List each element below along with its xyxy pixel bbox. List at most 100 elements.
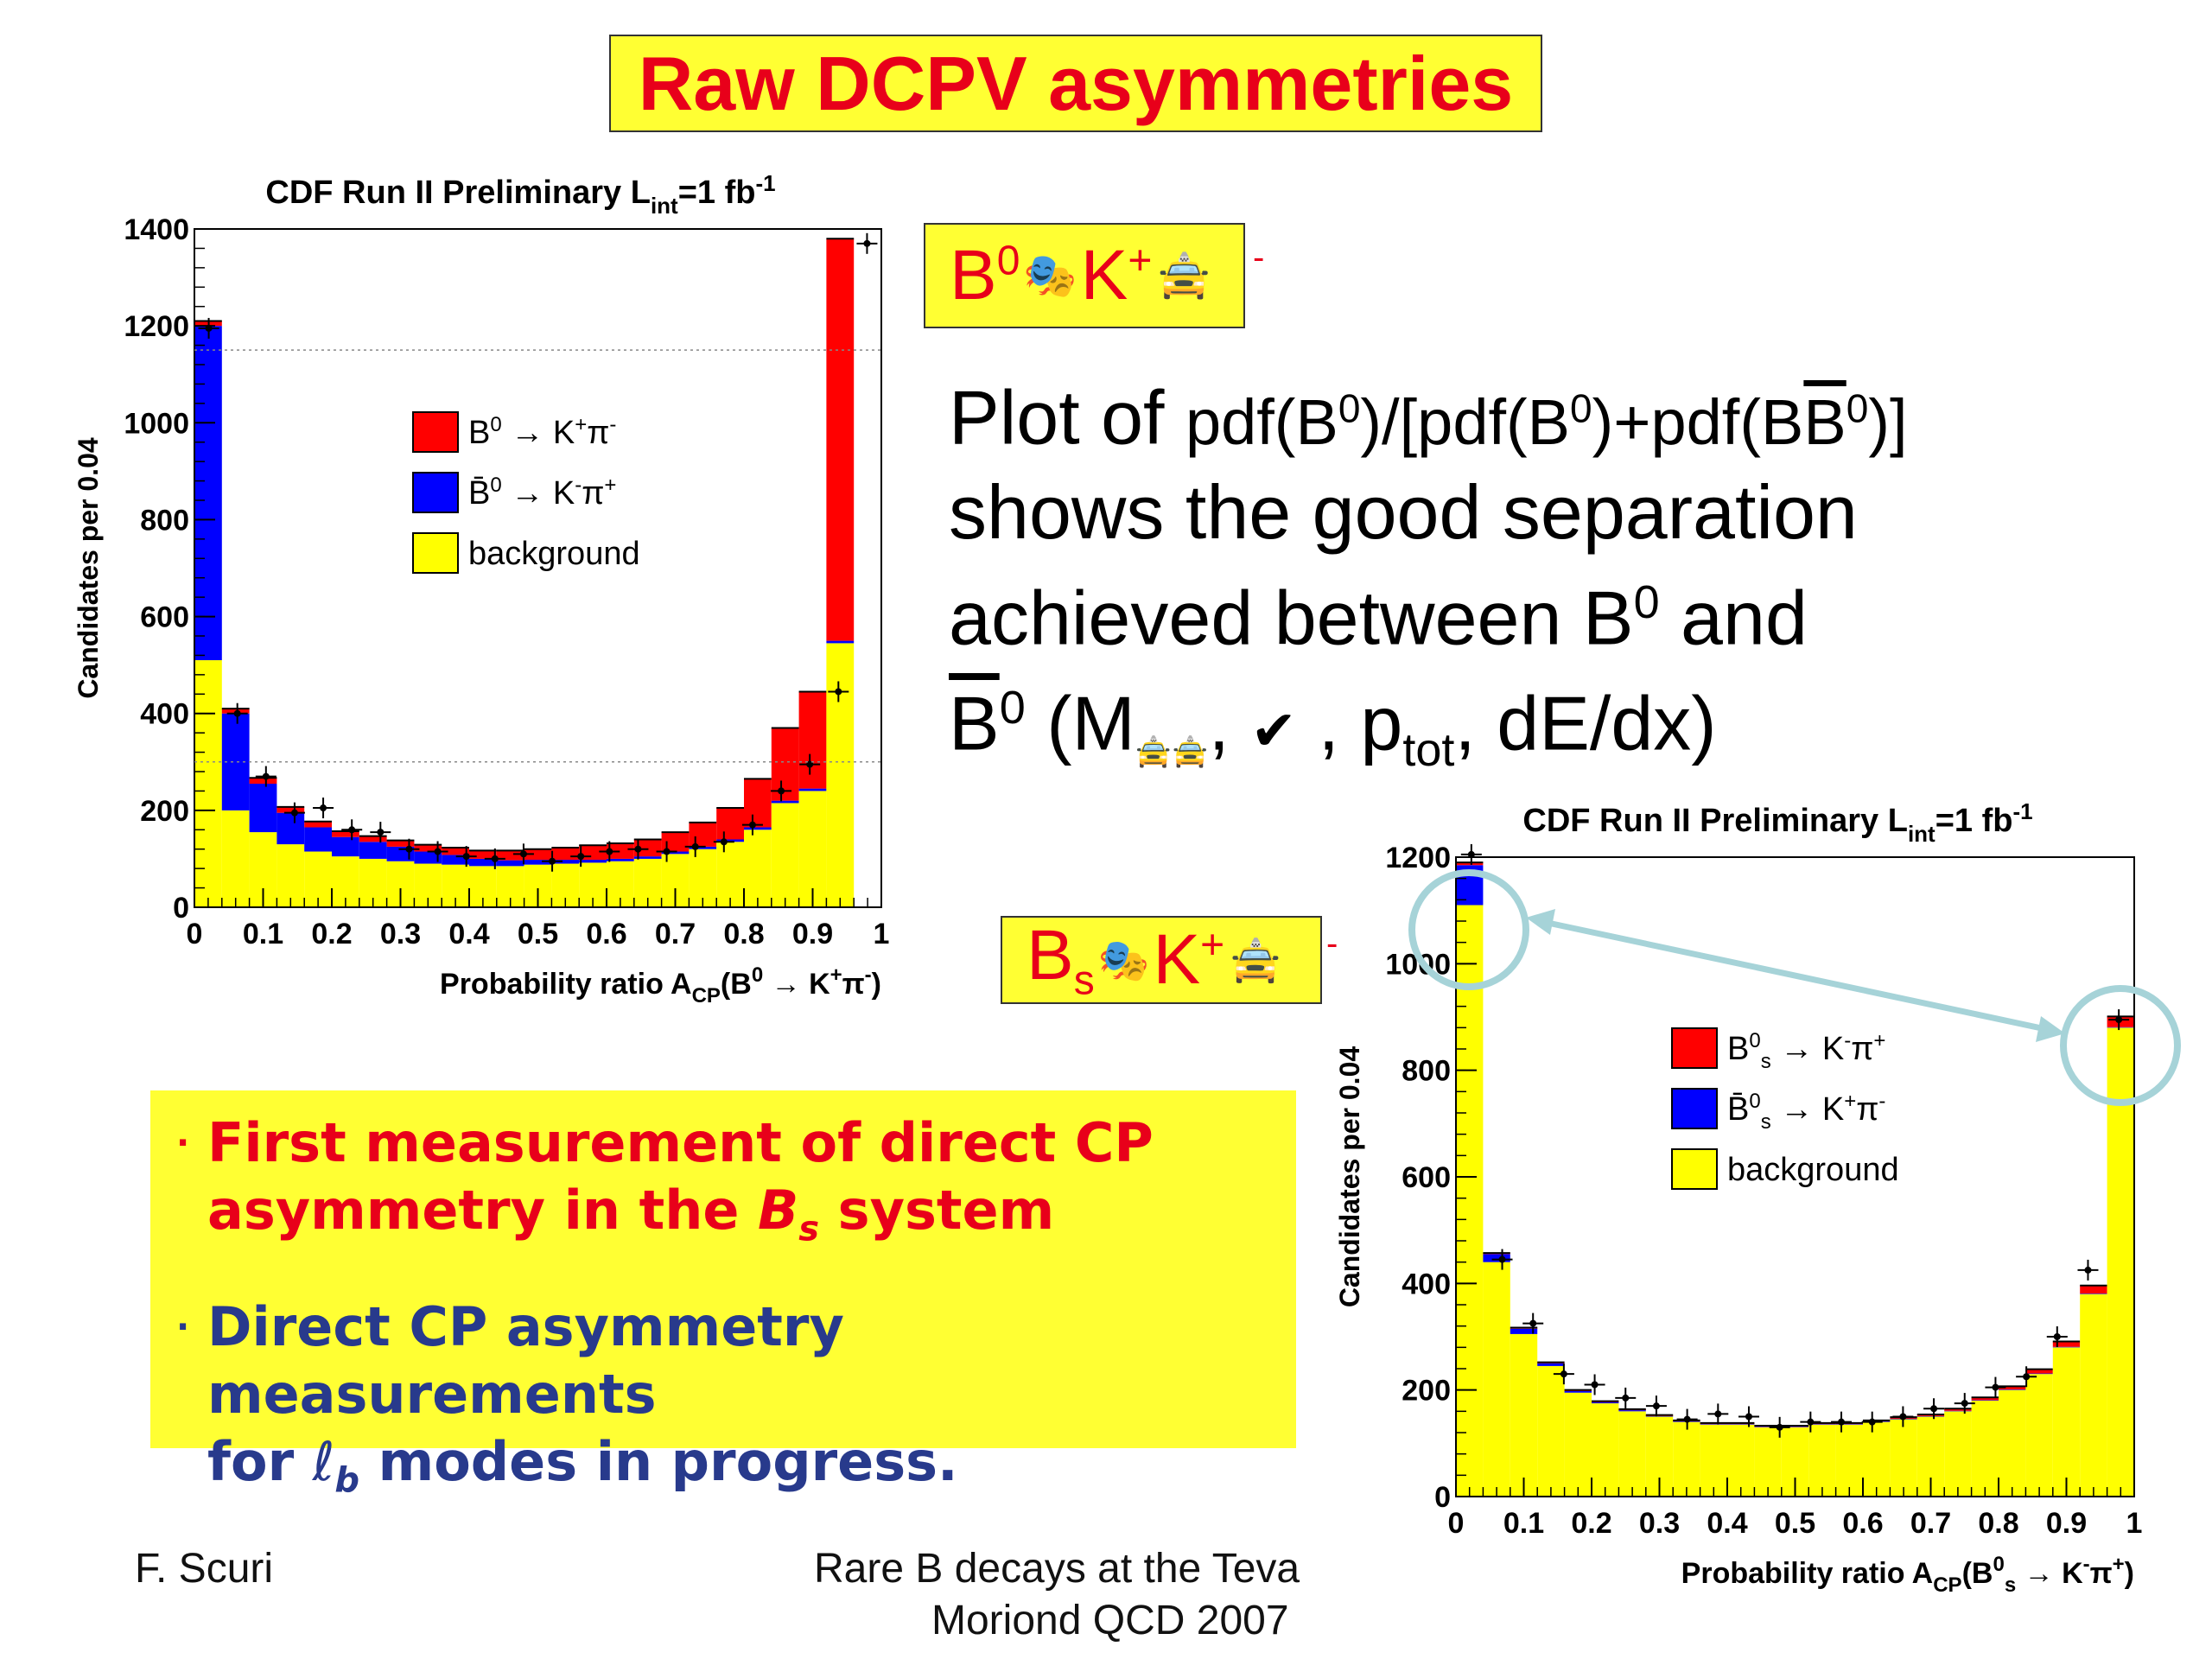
masks-icon: 🎭 (1023, 251, 1077, 300)
label-b0-box: B0 🎭 K+ 🚖 (924, 223, 1245, 328)
bar-ffff00-19 (1971, 1401, 1999, 1497)
data-point (1930, 1405, 1938, 1413)
body-text: Plot of pdf(B0)/[pdf(B0)+pdf(BB0)] shows… (949, 363, 1986, 797)
x-tick-label: 0.6 (586, 918, 626, 950)
data-point (2023, 1373, 2031, 1381)
bullets-box: · First measurement of direct CP asymmet… (150, 1090, 1296, 1501)
bar-0000ff-4 (1564, 1390, 1592, 1393)
x-axis-label: Probability ratio ACP(B0 → K+π-) (440, 963, 881, 1002)
data-point (748, 821, 756, 829)
data-point (1560, 1370, 1567, 1378)
y-tick-label: 200 (1402, 1375, 1451, 1408)
y-tick-label: 800 (140, 504, 189, 537)
y-tick-label: 0 (173, 892, 189, 925)
bar-ffff00-20 (744, 830, 772, 907)
bar-0000ff-17 (661, 851, 690, 855)
bar-ffff00-19 (716, 842, 744, 907)
bar-ffff00-4 (1564, 1392, 1592, 1497)
body-line-4: B0 (M🚖🚖, ✔ , ptot, dE/dx) (949, 680, 1717, 776)
data-point (1652, 1402, 1660, 1410)
bar-0000ff-20 (744, 827, 772, 830)
data-point (2084, 1266, 2092, 1274)
bar-ffff00-21 (2025, 1374, 2053, 1497)
bar-ffff00-1 (221, 810, 250, 907)
bar-ff0000-7 (386, 840, 415, 847)
bar-ff0000-8 (414, 844, 442, 852)
bar-0000ff-9 (1700, 1424, 1727, 1425)
bullet-1: · First measurement of direct CP asymmet… (176, 1111, 1154, 1249)
legend-swatch (1671, 1027, 1718, 1069)
legend-swatch (412, 532, 459, 574)
data-point (1683, 1415, 1691, 1423)
bar-ff0000-3 (276, 806, 305, 813)
bar-ff0000-5 (332, 830, 359, 837)
legend-label: B0 → K+π- (468, 413, 616, 451)
data-point (1992, 1383, 1999, 1391)
data-point (1868, 1418, 1876, 1426)
x-tick-label: 0 (187, 918, 203, 950)
bar-ff0000-23 (2080, 1285, 2107, 1294)
legend-swatch (1671, 1088, 1718, 1129)
x-tick-label: 0.9 (792, 918, 833, 950)
x-tick-label: 0.4 (1707, 1507, 1747, 1540)
legend-label: B̄0 → K-π+ (468, 474, 616, 512)
label-bs-suffix: - (1326, 925, 1338, 963)
bar-ffff00-3 (276, 844, 305, 907)
bar-0000ff-2 (249, 784, 277, 833)
bar-0000ff-14 (579, 860, 607, 863)
bar-0000ff-13 (551, 860, 580, 864)
bar-0000ff-3 (1537, 1363, 1565, 1366)
bar-0000ff-11 (496, 860, 524, 867)
x-tick-label: 0.8 (1978, 1507, 2018, 1540)
x-tick-label: 0.3 (380, 918, 421, 950)
bar-0000ff-5 (1592, 1402, 1619, 1404)
highlight-circle-right (2060, 985, 2181, 1106)
y-tick-label: 600 (140, 601, 189, 634)
footer-conf-line2: Moriond QCD 2007 (931, 1598, 1289, 1643)
legend-swatch (412, 472, 459, 513)
data-point (377, 829, 385, 836)
bar-ffff00-22 (2052, 1347, 2081, 1497)
legend-label: background (1727, 1152, 1899, 1188)
bar-ff0000-23 (826, 238, 855, 641)
x-tick-label: 0.5 (1775, 1507, 1815, 1540)
bar-0000ff-19 (716, 839, 744, 842)
data-point (1591, 1381, 1599, 1389)
data-point (835, 688, 842, 696)
bar-0000ff-20 (1999, 1389, 2026, 1390)
car-icon: 🚖 (1157, 251, 1211, 300)
legend-label: B̄0s → K+π- (1727, 1090, 1885, 1134)
data-point (2115, 1016, 2123, 1024)
bar-0000ff-16 (633, 856, 662, 859)
bar-ffff00-18 (1944, 1411, 1972, 1497)
bar-ff0000-20 (744, 779, 772, 828)
y-tick-label: 1400 (124, 213, 189, 246)
x-axis-label: Probability ratio ACP(B0s → K-π+) (1681, 1553, 2134, 1597)
masks-icon: 🎭 (1097, 938, 1150, 984)
label-b0: B0 (950, 236, 1020, 315)
x-tick-label: 0.1 (1503, 1507, 1544, 1540)
data-point (691, 842, 699, 850)
data-point (1622, 1394, 1630, 1402)
bar-ff0000-4 (304, 821, 332, 828)
data-point (1467, 850, 1475, 858)
bar-ffff00-14 (1835, 1424, 1863, 1497)
bar-0000ff-12 (524, 860, 552, 865)
data-point (778, 787, 785, 795)
y-axis-label: Candidates per 0.04 (1334, 1046, 1365, 1308)
slide-title: Raw DCPV asymmetries (638, 40, 1514, 126)
y-tick-label: 400 (140, 698, 189, 731)
legend-label: background (468, 536, 640, 572)
data-point (2053, 1333, 2061, 1340)
bar-ffff00-18 (689, 849, 717, 907)
bar-0000ff-7 (1645, 1415, 1674, 1417)
bar-ff0000-22 (798, 691, 827, 789)
y-tick-label: 1200 (1385, 842, 1451, 874)
bullet-2: · Direct CP asymmetry measurements for ℓ… (176, 1295, 958, 1501)
x-tick-label: 0.5 (518, 918, 558, 950)
bar-0000ff-10 (469, 858, 497, 867)
body-line-2: shows the good separation (949, 468, 1858, 555)
y-tick-label: 1000 (124, 407, 189, 440)
bar-ff0000-20 (1999, 1386, 2026, 1390)
y-tick-label: 1200 (124, 310, 189, 343)
